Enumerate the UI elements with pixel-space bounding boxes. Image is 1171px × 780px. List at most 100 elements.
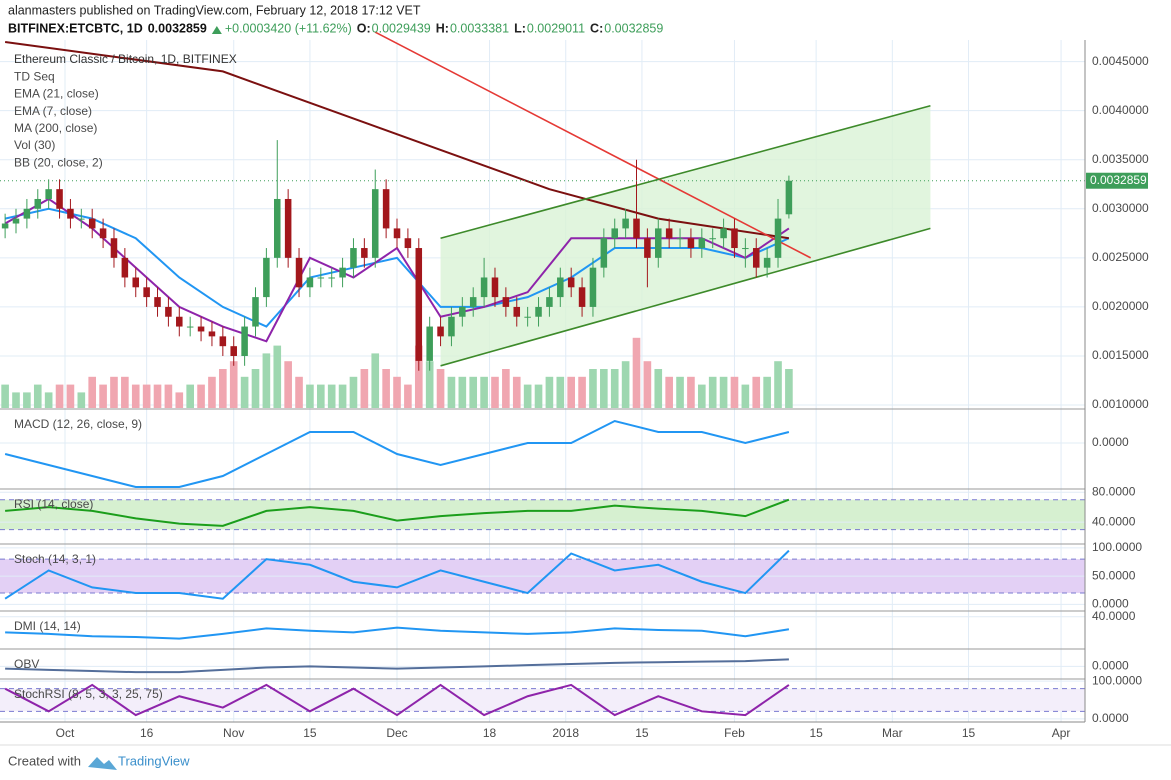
candle-body — [132, 277, 140, 288]
candle-body — [252, 297, 259, 327]
footer-brand[interactable]: TradingView — [118, 753, 190, 768]
plot — [0, 31, 1171, 722]
ohlc-label: H: — [436, 21, 449, 35]
candle-body — [513, 306, 521, 317]
candle-body — [774, 218, 782, 258]
candle-body — [67, 208, 74, 219]
volume-bar — [33, 384, 42, 408]
candle-body — [371, 189, 379, 258]
ohlc-label: O: — [357, 21, 371, 35]
candle-body — [720, 228, 727, 239]
volume-bar — [219, 369, 227, 408]
y-tick-label: 100.0000 — [1092, 673, 1142, 687]
volume-bar — [66, 384, 75, 408]
panel-band — [0, 499, 1085, 530]
volume-bar — [730, 376, 739, 408]
candle-body — [186, 326, 194, 328]
candle-body — [567, 277, 575, 288]
x-tick-label: Apr — [1052, 726, 1071, 740]
candle-body — [241, 326, 248, 356]
candle-body — [535, 306, 542, 317]
volume-bar — [785, 369, 793, 408]
volume-bar — [698, 384, 706, 408]
volume-bar — [77, 392, 86, 408]
volume-bar — [763, 376, 771, 408]
volume-bar — [469, 376, 478, 408]
volume-bar — [12, 392, 20, 408]
trendline — [440, 104, 931, 240]
candle-body — [350, 248, 357, 268]
volume-bar — [306, 384, 314, 408]
volume-bar — [121, 376, 129, 408]
volume-bar — [436, 369, 445, 408]
candle-body — [665, 228, 673, 239]
legend-entry: BB (20, close, 2) — [14, 155, 103, 169]
volume-bar — [621, 361, 630, 408]
candle-body — [176, 316, 183, 327]
y-tick-label: 0.0040000 — [1092, 103, 1149, 117]
volume-bar — [186, 384, 194, 408]
legend-entry: Ethereum Classic / Bitcoin, 1D, BITFINEX — [14, 52, 237, 66]
y-tick-label: 80.0000 — [1092, 484, 1136, 498]
candle-body — [426, 326, 433, 361]
volume-bar — [164, 384, 173, 408]
volume-bar — [425, 361, 434, 408]
panel-line — [5, 498, 790, 527]
candle-body — [687, 238, 695, 249]
volume-bar — [491, 376, 499, 408]
ohlc-label: C: — [590, 21, 603, 35]
volume-bar — [512, 376, 521, 408]
volume-bar — [458, 376, 467, 408]
candle-body — [230, 346, 237, 356]
candle-body — [219, 336, 227, 347]
trendline — [374, 31, 812, 259]
y-tick-label: 0.0035000 — [1092, 152, 1149, 166]
volume-bar — [404, 384, 412, 408]
candle-body — [731, 228, 738, 249]
candle-body — [361, 248, 368, 258]
volume-bar — [262, 353, 271, 408]
volume-bar — [534, 384, 543, 408]
candle-body — [339, 267, 346, 278]
volume-bar — [251, 369, 260, 408]
candle-body — [644, 238, 651, 258]
volume-bar — [545, 376, 554, 408]
y-tick-label: 0.0000 — [1092, 711, 1129, 725]
y-tick-label: 100.0000 — [1092, 540, 1142, 554]
candle-body — [448, 316, 455, 337]
x-tick-label: 2018 — [552, 726, 579, 740]
volume-bar — [687, 376, 695, 408]
volume-bar — [752, 376, 761, 408]
header-text: 0.0032859 — [148, 21, 207, 35]
candle-body — [763, 257, 771, 268]
candle-body — [676, 238, 684, 240]
volume-bar — [578, 376, 586, 408]
volume-bar — [676, 376, 684, 408]
panel-title: MACD (12, 26, close, 9) — [14, 417, 142, 431]
candle-body — [469, 297, 477, 307]
volume-bar — [208, 376, 216, 408]
y-tick-label: 40.0000 — [1092, 609, 1136, 623]
candle-body — [121, 257, 129, 278]
candle-body — [78, 218, 85, 220]
candle-body — [165, 306, 172, 317]
candle-body — [600, 238, 608, 268]
volume-bar — [1, 384, 9, 408]
byline[interactable]: alanmasters published on TradingView.com… — [8, 3, 421, 17]
candle-body — [306, 277, 314, 288]
candle-body — [752, 248, 760, 268]
indicator-line — [4, 40, 790, 240]
ohlc-label: L: — [514, 21, 526, 35]
volume-bar — [316, 384, 325, 408]
volume-bar — [44, 392, 53, 408]
x-tick-label: 15 — [962, 726, 976, 740]
legend-entry: MA (200, close) — [14, 121, 97, 135]
volume-bar — [643, 361, 652, 408]
legend-entry: EMA (7, close) — [14, 104, 92, 118]
candle-body — [273, 198, 281, 258]
candle-body — [284, 198, 292, 258]
volume-bar — [654, 369, 663, 408]
volume-bar — [610, 369, 619, 408]
volume-bar — [99, 384, 107, 408]
legend-entry: TD Seq — [14, 69, 55, 83]
